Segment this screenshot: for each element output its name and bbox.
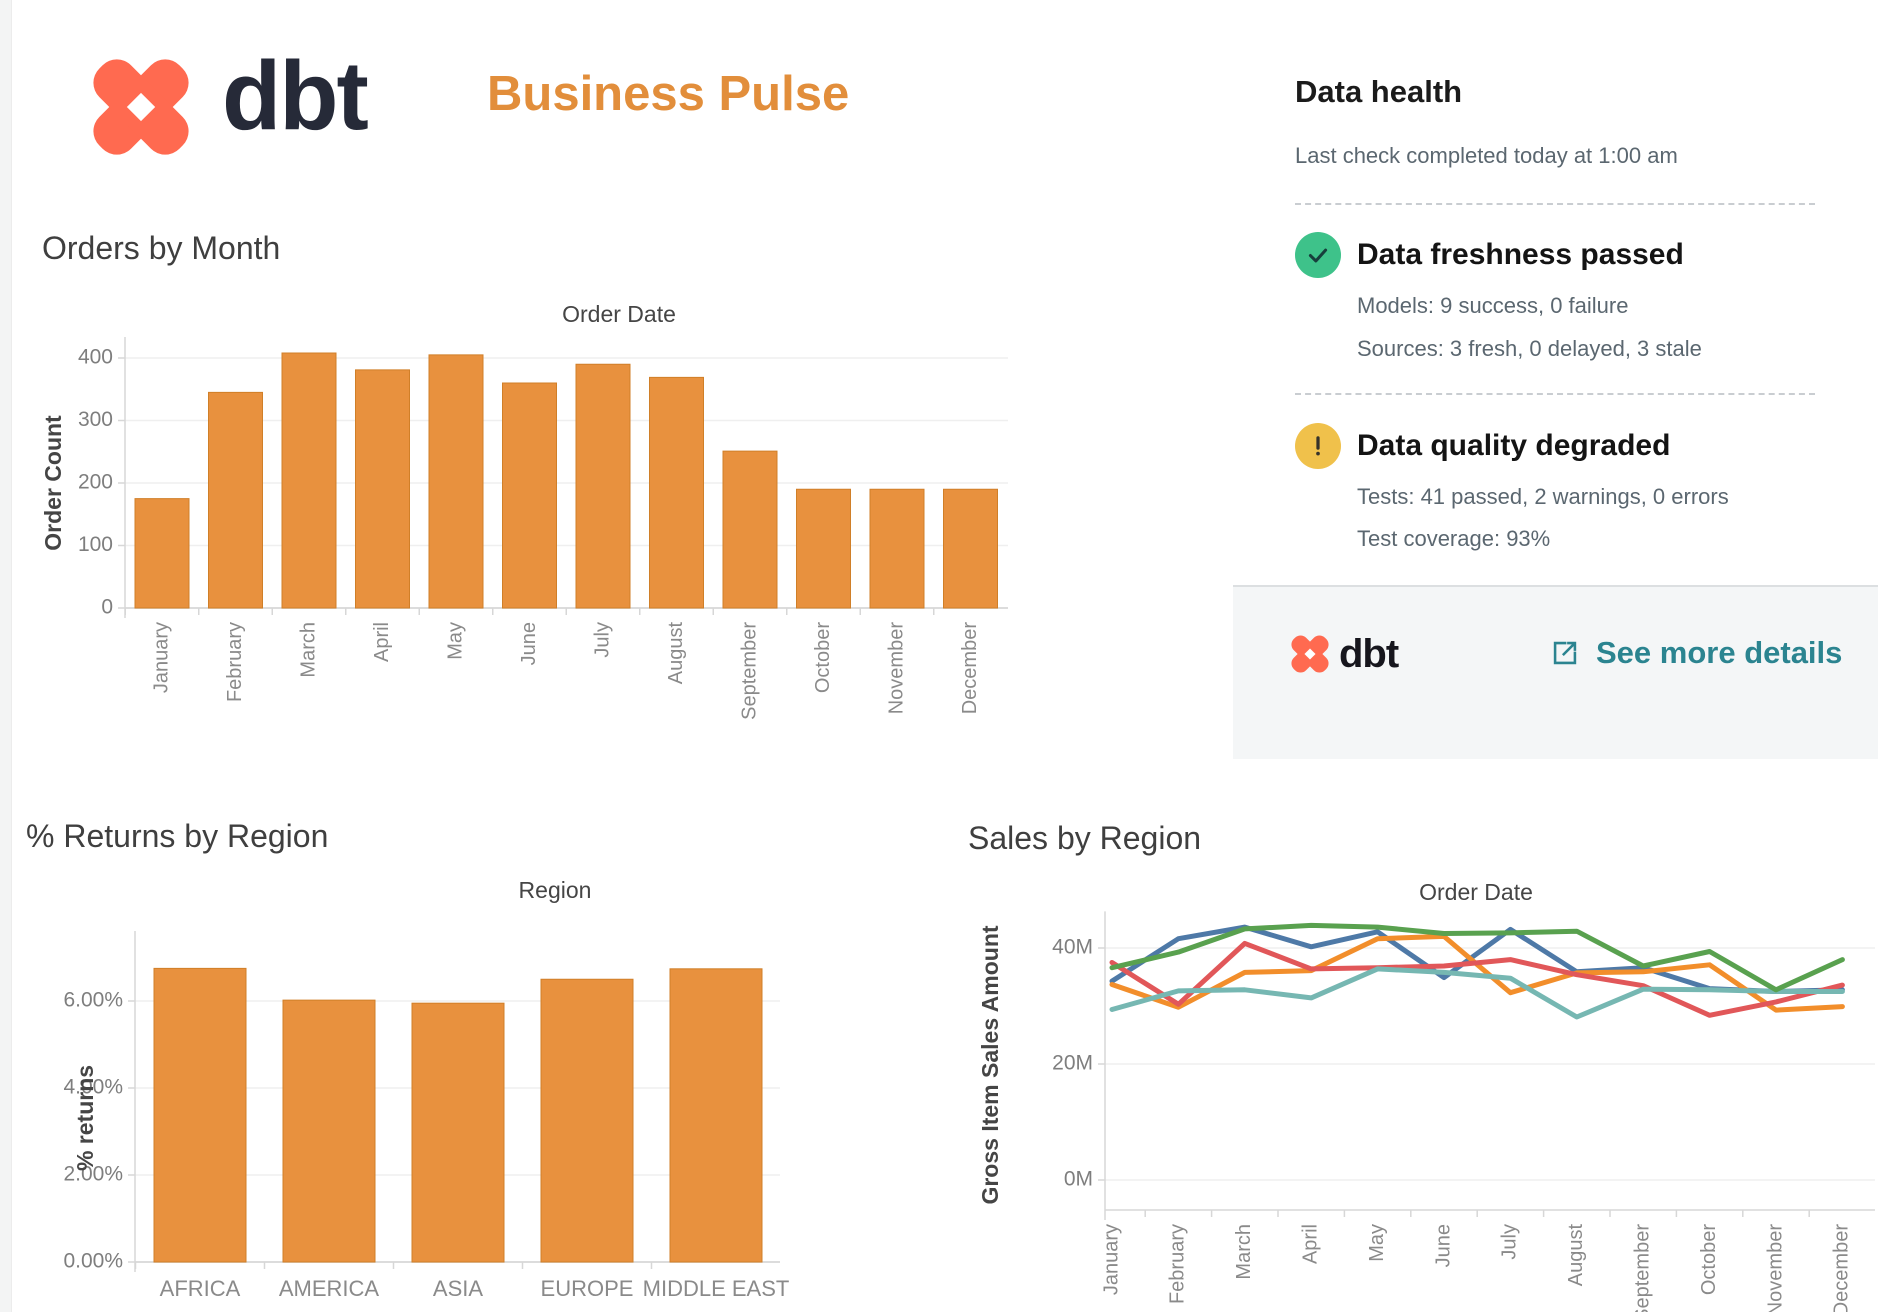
- svg-text:4.00%: 4.00%: [63, 1076, 123, 1099]
- orders-by-month-bar-chart[interactable]: 0 100 200 300 400 Order Date Order Count Januar…: [25, 250, 1025, 760]
- svg-text:MIDDLE EAST: MIDDLE EAST: [643, 1276, 790, 1301]
- bar-july[interactable]: [575, 363, 631, 609]
- orders-chart-title: Orders by Month: [42, 230, 281, 266]
- page-title: Business Pulse: [487, 67, 850, 121]
- svg-text:September: September: [1631, 1224, 1653, 1312]
- svg-text:AMERICA: AMERICA: [279, 1276, 380, 1301]
- svg-text:2.00%: 2.00%: [63, 1163, 123, 1186]
- dbt-logo-icon: [1291, 635, 1329, 673]
- svg-text:% returns: % returns: [72, 1065, 98, 1171]
- sales-chart-title: Sales by Region: [968, 820, 1202, 856]
- svg-text:June: June: [518, 622, 540, 665]
- svg-text:6.00%: 6.00%: [63, 989, 123, 1012]
- svg-text:November: November: [885, 622, 907, 715]
- svg-text:Order Date: Order Date: [562, 301, 676, 327]
- svg-text:October: October: [812, 622, 834, 693]
- svg-text:0.00%: 0.00%: [63, 1250, 123, 1273]
- svg-text:March: March: [297, 622, 319, 678]
- svg-text:EUROPE: EUROPE: [541, 1276, 634, 1301]
- returns-chart-title: % Returns by Region: [26, 818, 329, 854]
- data-health-panel: Data health Last check completed today a…: [1295, 60, 1878, 590]
- bar-america[interactable]: [282, 999, 376, 1263]
- dbt-brand-text: dbt: [222, 41, 369, 150]
- bar-september[interactable]: [722, 450, 778, 609]
- dbt-logo-icon: [93, 59, 189, 155]
- bar-june[interactable]: [502, 382, 557, 609]
- svg-text:February: February: [224, 622, 246, 702]
- see-more-details-label: See more details: [1596, 635, 1843, 670]
- bar-march[interactable]: [281, 352, 337, 609]
- line-series-asia[interactable]: [1109, 940, 1845, 1018]
- svg-text:March: March: [1233, 1224, 1255, 1280]
- svg-text:Order Date: Order Date: [1419, 879, 1533, 905]
- svg-text:40M: 40M: [1052, 936, 1093, 959]
- svg-text:January: January: [1100, 1224, 1122, 1295]
- svg-text:Region: Region: [519, 877, 592, 903]
- bar-middle-east[interactable]: [669, 968, 763, 1263]
- bar-december[interactable]: [943, 488, 998, 609]
- last-check-text: Last check completed today at 1:00 am: [1295, 143, 1678, 168]
- bar-february[interactable]: [208, 391, 263, 609]
- bar-january[interactable]: [134, 498, 190, 609]
- svg-text:June: June: [1432, 1224, 1454, 1267]
- svg-text:April: April: [1299, 1224, 1321, 1264]
- line-series-middle-east[interactable]: [1109, 922, 1845, 993]
- bar-may[interactable]: [428, 354, 484, 609]
- models-status-line: Models: 9 success, 0 failure: [1357, 293, 1629, 318]
- check-circle-icon: [1295, 232, 1341, 278]
- see-more-details-link[interactable]: See more details: [1548, 635, 1842, 671]
- svg-text:May: May: [444, 622, 466, 660]
- divider: [1295, 203, 1815, 205]
- svg-text:August: August: [665, 622, 687, 685]
- svg-text:200: 200: [78, 471, 113, 494]
- svg-text:October: October: [1698, 1224, 1720, 1295]
- svg-text:20M: 20M: [1052, 1052, 1093, 1075]
- svg-text:0M: 0M: [1064, 1168, 1093, 1191]
- data-health-footer-card: dbt See more details: [1233, 585, 1878, 759]
- quality-status-title: Data quality degraded: [1357, 429, 1671, 462]
- svg-text:100: 100: [78, 533, 113, 556]
- bar-europe[interactable]: [540, 978, 634, 1263]
- bar-asia[interactable]: [411, 1002, 505, 1263]
- bar-april[interactable]: [355, 369, 410, 609]
- bar-august[interactable]: [649, 376, 704, 609]
- svg-text:Order Count: Order Count: [40, 415, 66, 551]
- svg-text:AFRICA: AFRICA: [160, 1276, 241, 1301]
- dbt-footer-brand-text: dbt: [1339, 631, 1399, 676]
- warning-circle-icon: [1295, 423, 1341, 469]
- returns-by-region-bar-chart[interactable]: 0.00% 2.00% 4.00% 6.00% Region % returns AFRIC…: [20, 860, 820, 1312]
- page-edge-strip: [0, 0, 12, 1312]
- tests-status-line: Tests: 41 passed, 2 warnings, 0 errors: [1357, 484, 1729, 509]
- bar-november[interactable]: [869, 488, 925, 609]
- freshness-status-title: Data freshness passed: [1357, 238, 1684, 271]
- svg-text:300: 300: [78, 408, 113, 431]
- sources-status-line: Sources: 3 fresh, 0 delayed, 3 stale: [1357, 336, 1702, 361]
- svg-text:January: January: [150, 622, 172, 693]
- external-link-icon: [1553, 641, 1577, 665]
- bar-october[interactable]: [796, 488, 851, 609]
- svg-text:July: July: [591, 622, 613, 658]
- svg-text:September: September: [738, 622, 760, 720]
- dbt-footer-logo: dbt: [1287, 631, 1399, 677]
- svg-text:December: December: [959, 622, 981, 715]
- svg-text:400: 400: [78, 346, 113, 369]
- svg-text:July: July: [1499, 1224, 1521, 1260]
- data-health-title: Data health: [1295, 74, 1463, 109]
- svg-text:0: 0: [101, 596, 113, 619]
- coverage-status-line: Test coverage: 93%: [1357, 526, 1551, 551]
- svg-text:November: November: [1764, 1224, 1786, 1312]
- sales-by-region-line-chart[interactable]: 0M 20M 40M Order Date Gross Item Sales Amoun…: [960, 860, 1878, 1312]
- line-series-europe[interactable]: [1109, 966, 1845, 1020]
- svg-text:August: August: [1565, 1224, 1587, 1287]
- svg-text:April: April: [371, 622, 393, 662]
- svg-text:February: February: [1167, 1224, 1189, 1304]
- svg-text:December: December: [1831, 1224, 1853, 1312]
- svg-text:Gross Item Sales Amount: Gross Item Sales Amount: [977, 925, 1003, 1204]
- svg-text:May: May: [1366, 1224, 1388, 1262]
- bar-africa[interactable]: [153, 967, 247, 1263]
- svg-text:ASIA: ASIA: [433, 1276, 483, 1301]
- divider: [1295, 393, 1815, 395]
